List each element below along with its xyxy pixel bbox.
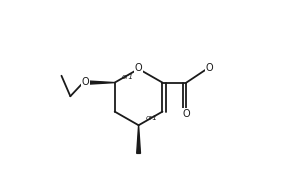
Text: O: O	[206, 63, 213, 73]
Text: O: O	[82, 77, 89, 87]
Polygon shape	[137, 125, 141, 153]
Text: or1: or1	[145, 115, 157, 121]
Text: O: O	[135, 63, 142, 73]
Text: O: O	[183, 109, 190, 119]
Text: or1: or1	[122, 74, 133, 80]
Polygon shape	[83, 81, 115, 84]
